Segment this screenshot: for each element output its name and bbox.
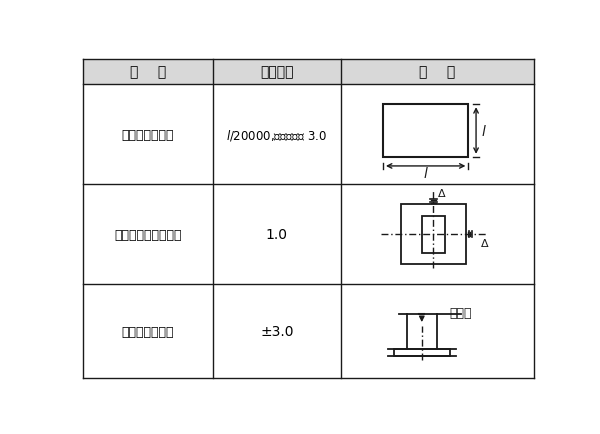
Text: 项    目: 项 目: [130, 66, 166, 79]
Text: 建筑物定位轴线: 建筑物定位轴线: [122, 128, 174, 141]
Text: $\Delta$: $\Delta$: [437, 187, 447, 199]
Text: ±3.0: ±3.0: [260, 324, 293, 339]
Bar: [422, 216, 445, 253]
Text: 1.0: 1.0: [266, 227, 288, 241]
Text: $\it{l}$: $\it{l}$: [481, 124, 487, 139]
Text: 基准点: 基准点: [449, 306, 472, 319]
Text: 图    例: 图 例: [419, 66, 455, 79]
Text: $\it{l}$/20000,且不应大于 3.0: $\it{l}$/20000,且不应大于 3.0: [226, 128, 328, 142]
Bar: [401, 204, 466, 264]
Bar: [383, 105, 469, 158]
Text: 基础上柱的定位轴线: 基础上柱的定位轴线: [114, 228, 182, 241]
Bar: [394, 349, 450, 356]
Bar: [83, 60, 534, 85]
Text: $\Delta$: $\Delta$: [479, 236, 489, 248]
Text: 基础上柱底标高: 基础上柱底标高: [122, 325, 174, 338]
Text: 允许偏差: 允许偏差: [260, 66, 293, 79]
Text: $\it{l}$: $\it{l}$: [423, 166, 428, 181]
